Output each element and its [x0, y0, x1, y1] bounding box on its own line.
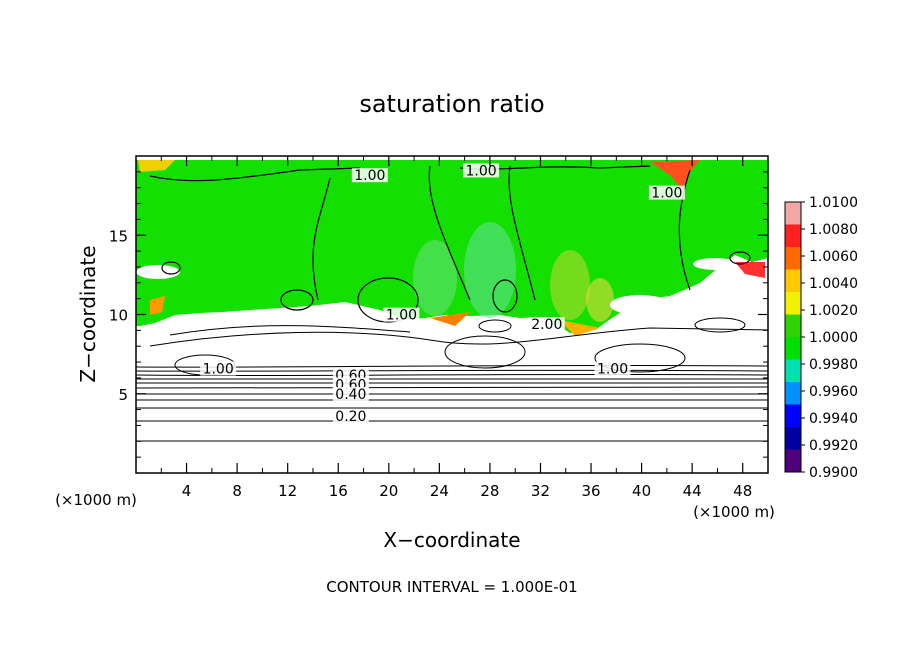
colorbar: 1.0100 1.0080 1.0060 1.0040 1.0020 1.0000 0.99… — [784, 195, 858, 481]
plume-region — [413, 240, 457, 316]
high-saturation-edge — [150, 296, 165, 315]
x-axis-unit-label-right: (×1000 m) — [693, 503, 775, 521]
colorbar-label: 0.9920 — [809, 438, 858, 454]
z-axis-label: Z−coordinate — [76, 245, 100, 382]
high-saturation-edge — [430, 312, 470, 326]
colorbar-swatch — [785, 337, 801, 360]
colorbar-swatch — [785, 427, 801, 450]
contour-label-bg — [383, 307, 420, 322]
colorbar-swatch — [785, 382, 801, 405]
colorbar-label: 0.9960 — [809, 384, 858, 400]
chart-title: saturation ratio — [359, 90, 544, 118]
upper-contours — [149, 165, 751, 323]
high-saturation-edge — [138, 160, 175, 172]
contour-label: 1.00 — [203, 362, 234, 378]
contour-label-bg — [332, 386, 369, 401]
cloud-gap — [693, 258, 737, 270]
contour-label: 1.00 — [465, 163, 496, 179]
x-tick-label: 44 — [683, 482, 702, 500]
z-tick-label: 5 — [118, 386, 128, 404]
contour-label-bg — [594, 361, 631, 376]
contour-label-bg — [463, 163, 500, 178]
z-axis: 5 10 15 — [109, 171, 768, 458]
contour-label-bg — [351, 168, 388, 183]
contour-interval-note: CONTOUR INTERVAL = 1.000E-01 — [326, 578, 577, 596]
x-tick-label: 48 — [733, 482, 752, 500]
x-tick-label: 8 — [232, 482, 242, 500]
x-tick-label: 12 — [278, 482, 297, 500]
colorbar-label: 1.0040 — [809, 276, 858, 292]
plot-field — [136, 156, 768, 473]
contour-label-bg — [648, 185, 685, 200]
colorbar-swatch — [785, 292, 801, 315]
colorbar-label: 0.9940 — [809, 411, 858, 427]
x-tick-label: 36 — [581, 482, 600, 500]
colorbar-swatch — [785, 202, 801, 225]
x-axis-unit-label-left: (×1000 m) — [55, 491, 137, 509]
x-tick-label: 4 — [182, 482, 192, 500]
x-tick-label: 28 — [480, 482, 499, 500]
cloud-gap — [136, 265, 180, 279]
contour-label-bg — [332, 409, 369, 424]
x-tick-label: 40 — [632, 482, 651, 500]
contour-label: 1.00 — [651, 186, 682, 202]
z-tick-label: 15 — [109, 227, 128, 245]
x-tick-label: 24 — [430, 482, 449, 500]
contour-label: 1.00 — [597, 362, 628, 378]
contour-label: 1.00 — [386, 308, 417, 324]
high-saturation-edge — [735, 262, 765, 278]
high-saturation-edge — [560, 320, 600, 336]
colorbar-swatch — [785, 449, 801, 472]
contour-labels: 1.00 1.001.001.002.001.00 1.000.600.600.40… — [200, 163, 685, 425]
colorbar-swatch — [785, 404, 801, 427]
lower-contours — [136, 317, 768, 442]
colorbar-label: 1.0100 — [809, 195, 858, 211]
colorbar-label: 1.0080 — [809, 222, 858, 238]
colorbar-swatch — [785, 224, 801, 247]
contour-label: 2.00 — [531, 317, 562, 333]
high-saturation-edge — [650, 160, 700, 190]
contour-label-bg — [528, 317, 565, 332]
colorbar-swatch — [785, 269, 801, 292]
colorbar-swatch — [785, 314, 801, 337]
colorbar-swatch — [785, 247, 801, 270]
x-axis: 4 8 12 16 20 24 28 32 36 40 44 48 — [160, 156, 752, 500]
colorbar-label: 1.0060 — [809, 249, 858, 265]
contour-label: 1.00 — [354, 168, 385, 184]
z-tick-label: 10 — [109, 307, 128, 325]
colorbar-swatch — [785, 359, 801, 382]
colorbar-label: 1.0020 — [809, 303, 858, 319]
colorbar-label: 1.0000 — [809, 330, 858, 346]
contour-label: 0.20 — [335, 409, 366, 425]
x-axis-label: X−coordinate — [383, 528, 520, 552]
cloud-gap — [610, 295, 670, 315]
x-tick-label: 32 — [531, 482, 550, 500]
plume-region — [550, 250, 590, 320]
x-tick-label: 20 — [379, 482, 398, 500]
contour-label-bg — [200, 361, 237, 376]
x-tick-label: 16 — [329, 482, 348, 500]
plume-region — [464, 222, 516, 318]
plume-region — [586, 278, 614, 322]
contour-label: 0.40 — [335, 387, 366, 403]
colorbar-label: 0.9980 — [809, 357, 858, 373]
colorbar-label: 0.9900 — [809, 465, 858, 481]
